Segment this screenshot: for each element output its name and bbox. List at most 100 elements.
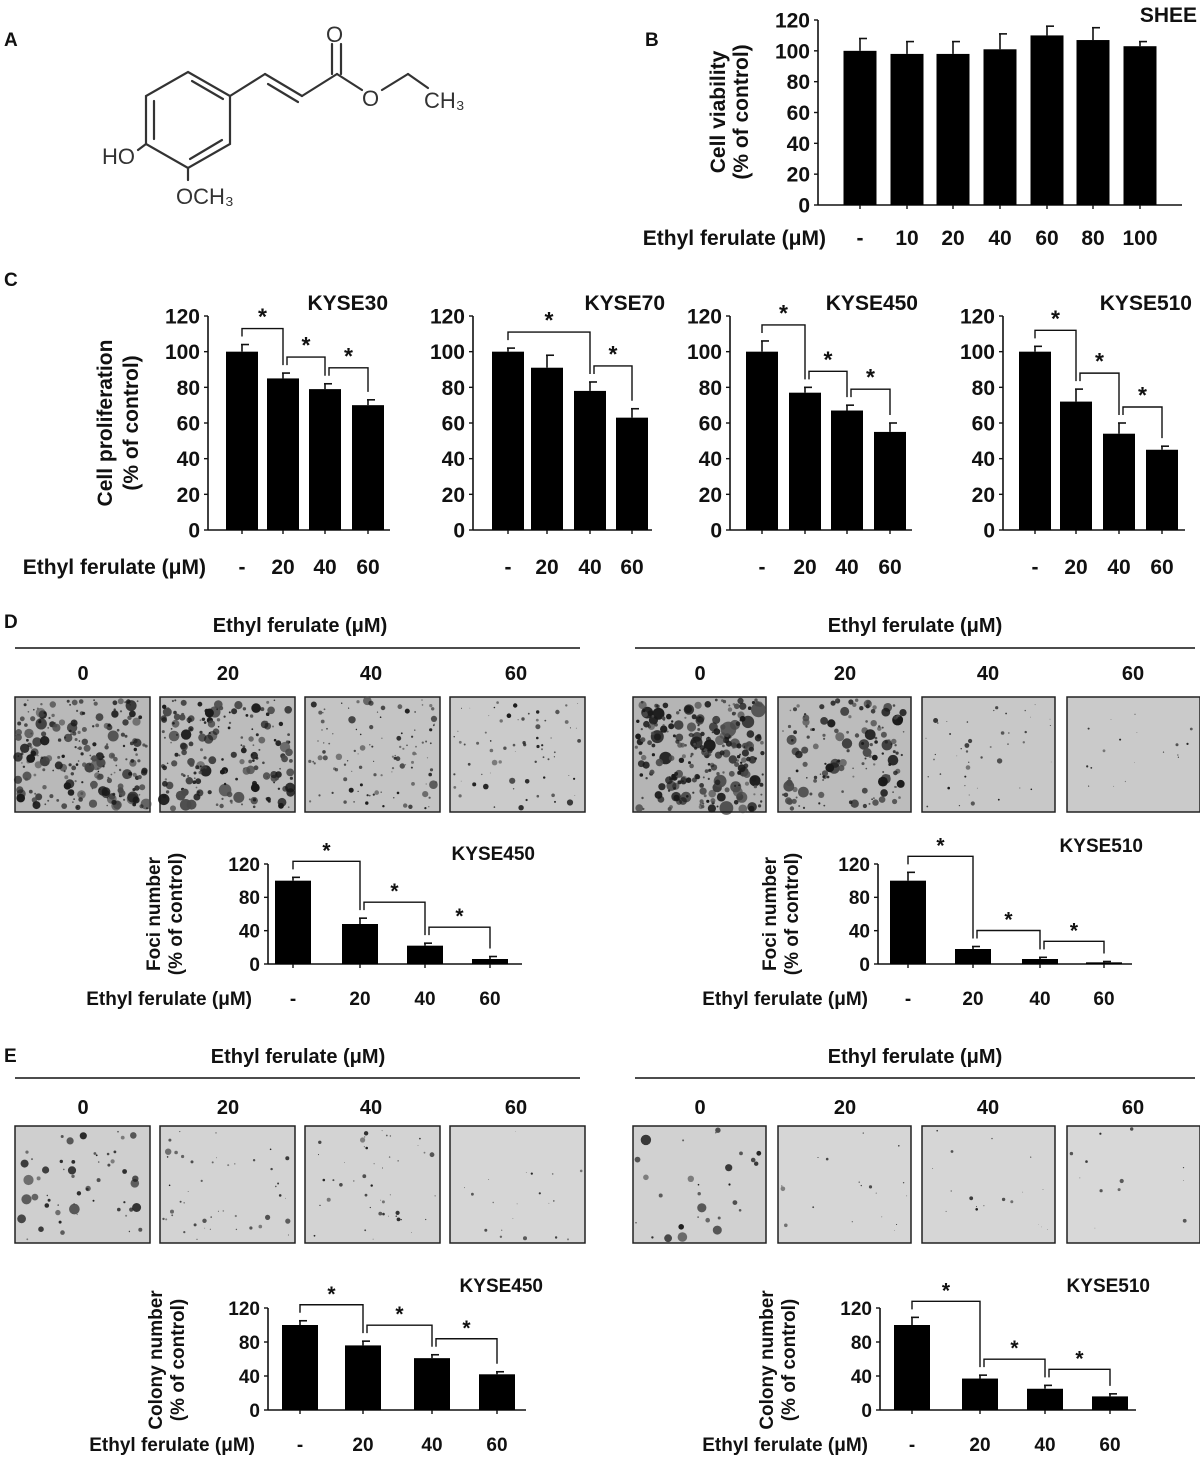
significance-marker: * xyxy=(258,304,267,330)
chart-title: KYSE510 xyxy=(1067,1276,1150,1297)
ring-double-bond xyxy=(188,138,224,161)
x-tick-label: 40 xyxy=(988,227,1011,250)
dose-label: 20 xyxy=(217,663,239,685)
y-axis-label: (% of control) xyxy=(168,1299,189,1421)
y-tick-label: 80 xyxy=(442,377,465,400)
y-tick-label: 0 xyxy=(188,520,200,543)
micrograph-group-d-right: Ethyl ferulate (μM) 0 20 40 60 xyxy=(632,615,1200,815)
y-tick-label: 20 xyxy=(972,484,995,507)
significance-marker: * xyxy=(942,1279,951,1302)
dose-label: 60 xyxy=(505,1097,527,1119)
x-tick-label: 100 xyxy=(1122,227,1157,250)
significance-marker: * xyxy=(462,1317,471,1340)
bar xyxy=(1076,40,1110,205)
y-tick-label: 20 xyxy=(699,484,722,507)
y-axis-label: Cell viability xyxy=(707,50,730,173)
significance-marker: * xyxy=(302,332,311,358)
x-axis-label: Ethyl ferulate (μM) xyxy=(702,989,868,1010)
micrograph-group-e-left: Ethyl ferulate (μM) 0 20 40 60 xyxy=(14,1046,586,1244)
y-axis-label: (% of control) xyxy=(782,853,803,975)
significance-marker: * xyxy=(1051,305,1060,331)
bar xyxy=(226,351,258,530)
micrograph-image xyxy=(159,1125,296,1244)
bar xyxy=(1019,351,1051,530)
dose-label: 60 xyxy=(1122,663,1144,685)
panel-label-c: C xyxy=(4,270,18,291)
y-tick-label: 80 xyxy=(849,888,870,909)
bar xyxy=(955,949,991,964)
x-tick-label: 20 xyxy=(349,989,370,1010)
significance-bracket xyxy=(1122,406,1163,439)
y-axis-label: Cell proliferation xyxy=(94,340,117,507)
significance-bracket xyxy=(428,926,491,949)
x-tick-label: 40 xyxy=(414,989,435,1010)
y-axis-label: (% of control) xyxy=(120,355,143,490)
x-tick-label: - xyxy=(297,1435,303,1456)
bond xyxy=(335,72,364,92)
significance-marker: * xyxy=(327,1283,336,1306)
bar xyxy=(1060,401,1092,530)
significance-bracket xyxy=(241,327,284,366)
micrograph-group-d-left: Ethyl ferulate (μM) 0 20 40 60 xyxy=(13,615,586,813)
bar-chart-b-shee: 0 20 40 60 80 100 120 - 10 20 40 60 80 100 SHEE Ethyl f… xyxy=(643,4,1197,250)
x-axis-label: Ethyl ferulate (μM) xyxy=(89,1435,255,1456)
y-tick-label: 120 xyxy=(228,855,260,876)
bar-chart-d-kyse510: 0 40 80 120 - 20 40 60 * * * KYSE510 Ethyl ferulate … xyxy=(702,834,1143,1010)
y-tick-label: 80 xyxy=(239,888,260,909)
micrograph-image xyxy=(13,696,152,813)
micrograph-image xyxy=(449,1125,586,1244)
panel-label-b: B xyxy=(645,30,659,51)
x-axis-label: Ethyl ferulate (μM) xyxy=(23,556,206,579)
significance-marker: * xyxy=(824,346,833,372)
chart-title: KYSE70 xyxy=(584,292,665,315)
y-axis-label: (% of control) xyxy=(730,44,753,179)
micrograph-image xyxy=(777,1125,912,1244)
bar xyxy=(531,367,563,530)
x-tick-label: 40 xyxy=(421,1435,442,1456)
x-tick-label: 60 xyxy=(1150,556,1173,579)
significance-bracket xyxy=(286,356,326,376)
significance-marker: * xyxy=(395,1303,404,1326)
chart-title: KYSE450 xyxy=(460,1276,543,1297)
bar xyxy=(309,389,341,530)
y-tick-label: 100 xyxy=(960,341,995,364)
bar xyxy=(890,53,924,205)
significance-bracket xyxy=(1034,329,1077,382)
bar xyxy=(1022,959,1058,964)
x-tick-label: 80 xyxy=(1081,227,1104,250)
bar xyxy=(890,880,926,964)
y-tick-label: 0 xyxy=(859,955,870,976)
panel-label-a: A xyxy=(4,30,18,51)
ethyl-ferulate-structure xyxy=(136,42,430,182)
x-tick-label: 40 xyxy=(1029,989,1050,1010)
chart-layer: 0 20 40 60 80 100 120 - 10 20 40 60 80 100 SHEE Ethyl f… xyxy=(23,4,1197,1456)
significance-bracket xyxy=(1048,1368,1111,1386)
dose-label: 20 xyxy=(217,1097,239,1119)
y-axis-label: Foci number xyxy=(760,856,781,971)
bar xyxy=(1092,1396,1128,1410)
significance-bracket xyxy=(507,331,591,374)
benzene-ring xyxy=(144,70,232,170)
y-tick-label: 0 xyxy=(710,520,722,543)
x-tick-label: 60 xyxy=(878,556,901,579)
panel-label-e: E xyxy=(4,1046,17,1067)
bond xyxy=(263,72,304,98)
bar-chart-e-kyse450: 0 40 80 120 - 20 40 60 * * * KYSE450 Ethyl ferulate … xyxy=(89,1276,543,1456)
bar xyxy=(983,49,1017,205)
dose-label: 0 xyxy=(694,1097,705,1119)
micrograph-image xyxy=(777,696,912,813)
y-tick-label: 40 xyxy=(239,1367,260,1388)
significance-bracket xyxy=(593,365,633,401)
bar xyxy=(479,1374,515,1410)
x-tick-label: 60 xyxy=(356,556,379,579)
y-tick-label: 0 xyxy=(798,195,810,218)
x-tick-label: 60 xyxy=(1093,989,1114,1010)
significance-bracket xyxy=(435,1338,498,1364)
y-tick-label: 60 xyxy=(442,413,465,436)
x-tick-label: - xyxy=(239,556,246,579)
micrograph-header: Ethyl ferulate (μM) xyxy=(828,1046,1002,1068)
x-tick-label: 60 xyxy=(1099,1435,1120,1456)
